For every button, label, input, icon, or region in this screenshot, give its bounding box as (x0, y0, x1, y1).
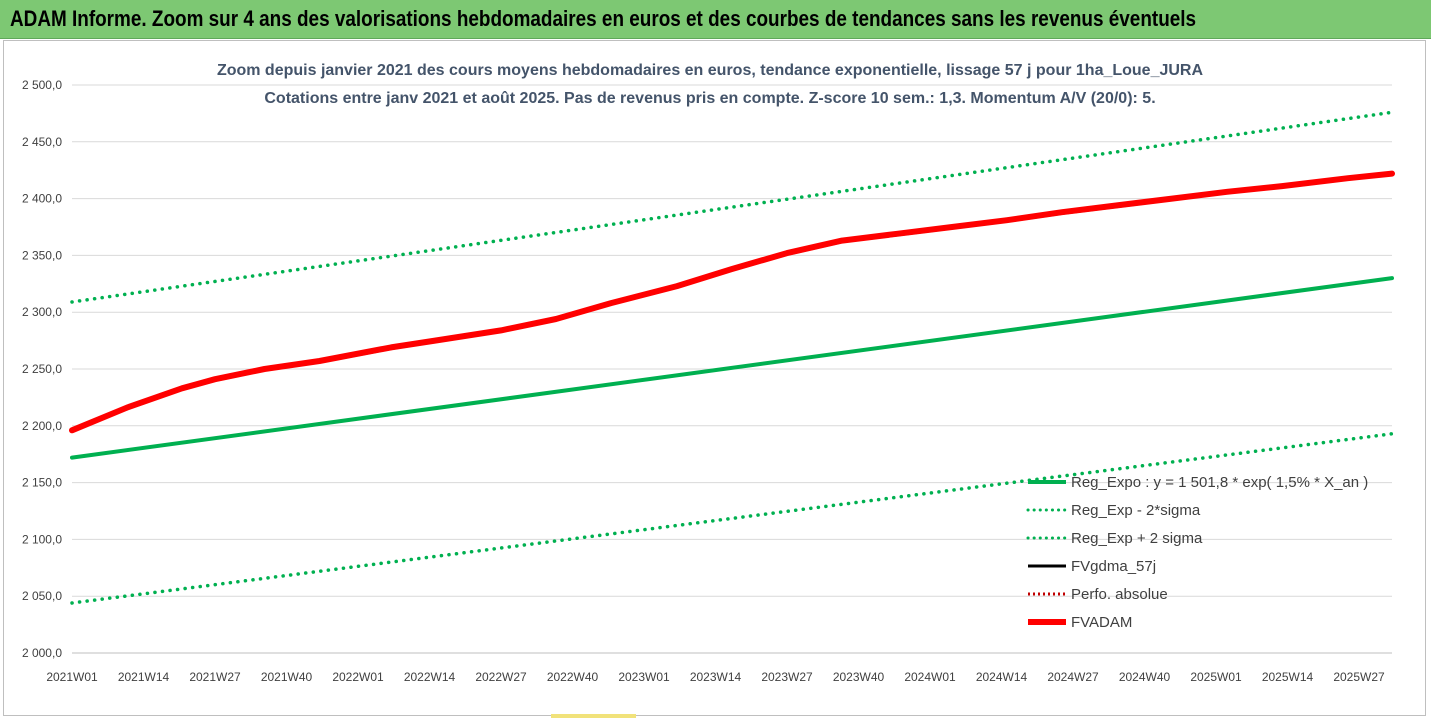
x-tick-label: 2023W27 (761, 670, 813, 684)
x-tick-label: 2022W14 (404, 670, 456, 684)
x-tick-label: 2023W01 (618, 670, 670, 684)
y-tick-label: 2 450,0 (22, 135, 62, 149)
series-line (70, 173, 1394, 432)
y-axis: 2 000,0 2 050,0 2 100,0 2 150,0 2 200,0 2 250… (22, 78, 62, 660)
series-line (69, 170, 1395, 434)
x-tick-label: 2024W01 (904, 670, 956, 684)
series-group (69, 110, 1395, 605)
x-tick-label: 2025W14 (1262, 670, 1314, 684)
legend: Reg_Expo : y = 1 501,8 * exp( 1,5% * X_a… (1026, 474, 1368, 631)
chart-title: Zoom depuis janvier 2021 des cours moyen… (217, 62, 1204, 79)
x-tick-label: 2021W27 (189, 670, 241, 684)
x-tick-label: 2025W01 (1190, 670, 1242, 684)
y-tick-label: 2 300,0 (22, 305, 62, 319)
x-tick-label: 2023W14 (690, 670, 742, 684)
y-tick-label: 2 100,0 (22, 532, 62, 546)
legend-label: Reg_Exp + 2 sigma (1071, 530, 1203, 547)
legend-label: FVgdma_57j (1071, 558, 1156, 575)
x-tick-label: 2022W27 (475, 670, 527, 684)
y-tick-label: 2 150,0 (22, 476, 62, 490)
y-tick-label: 2 250,0 (22, 362, 62, 376)
chart-subtitle: Cotations entre janv 2021 et août 2025. … (264, 90, 1155, 107)
x-axis: 2021W01 2021W14 2021W27 2021W40 2022W01 2022W… (46, 652, 1392, 684)
y-tick-label: 2 050,0 (22, 589, 62, 603)
y-tick-label: 2 400,0 (22, 192, 62, 206)
legend-label: Reg_Exp - 2*sigma (1071, 502, 1201, 519)
y-tick-label: 2 500,0 (22, 78, 62, 92)
bottom-marker (551, 714, 636, 718)
series-line (70, 432, 1394, 605)
report-title: ADAM Informe. Zoom sur 4 ans des valoris… (10, 6, 1197, 31)
y-tick-label: 2 000,0 (22, 646, 62, 660)
legend-label: FVADAM (1071, 614, 1132, 631)
x-tick-label: 2021W14 (118, 670, 170, 684)
x-tick-label: 2021W01 (46, 670, 98, 684)
legend-label: Reg_Expo : y = 1 501,8 * exp( 1,5% * X_a… (1071, 474, 1368, 491)
x-tick-label: 2022W40 (547, 670, 599, 684)
y-tick-label: 2 350,0 (22, 248, 62, 262)
x-tick-label: 2024W14 (976, 670, 1028, 684)
series-line (70, 276, 1394, 460)
chart-frame (3, 40, 1426, 716)
y-tick-label: 2 200,0 (22, 419, 62, 433)
x-tick-label: 2024W27 (1047, 670, 1099, 684)
report-banner: ADAM Informe. Zoom sur 4 ans des valoris… (0, 0, 1431, 39)
series-line (70, 110, 1394, 304)
x-tick-label: 2023W40 (833, 670, 885, 684)
legend-label: Perfo. absolue (1071, 586, 1168, 603)
x-tick-label: 2021W40 (261, 670, 313, 684)
x-tick-label: 2025W27 (1333, 670, 1385, 684)
x-tick-label: 2024W40 (1119, 670, 1171, 684)
x-tick-label: 2022W01 (332, 670, 384, 684)
